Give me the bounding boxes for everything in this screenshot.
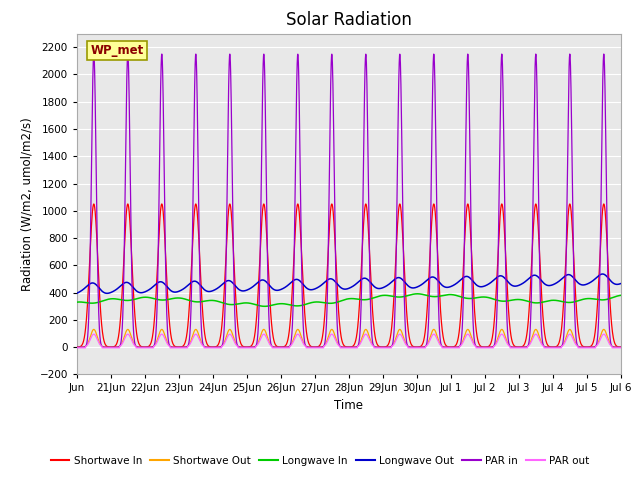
X-axis label: Time: Time (334, 399, 364, 412)
Title: Solar Radiation: Solar Radiation (286, 11, 412, 29)
Text: WP_met: WP_met (90, 44, 143, 57)
Legend: Shortwave In, Shortwave Out, Longwave In, Longwave Out, PAR in, PAR out: Shortwave In, Shortwave Out, Longwave In… (47, 452, 593, 470)
Y-axis label: Radiation (W/m2, umol/m2/s): Radiation (W/m2, umol/m2/s) (21, 117, 34, 291)
